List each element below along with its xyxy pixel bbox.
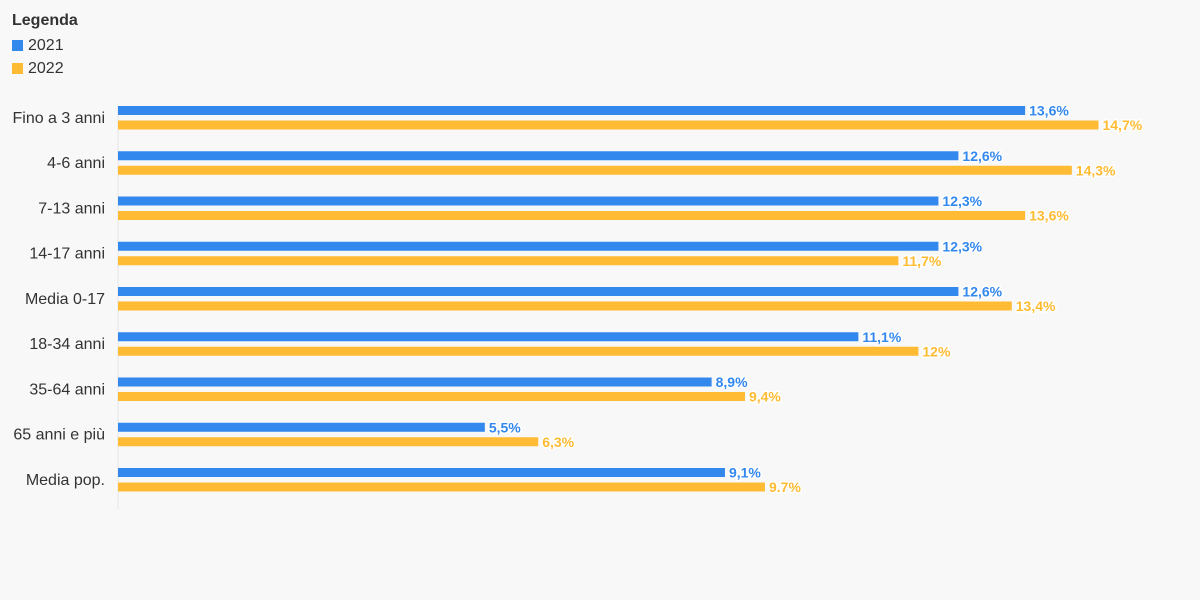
data-label-2022: 13,4%	[1016, 298, 1056, 314]
bar-2022	[118, 437, 539, 447]
bar-2022	[118, 482, 765, 492]
data-label-2021: 13,6%	[1029, 103, 1069, 119]
category-label: 14-17 anni	[29, 246, 105, 263]
bar-2022	[118, 301, 1012, 311]
legend-label-2021: 2021	[28, 36, 64, 54]
category-label: 18-34 anni	[29, 336, 105, 353]
legend-title: Legenda	[12, 12, 78, 29]
bar-2021	[118, 332, 859, 342]
data-label-2022: 14,3%	[1076, 162, 1116, 178]
bar-2022	[118, 165, 1072, 175]
bar-2021	[118, 241, 939, 251]
bar-2022	[118, 392, 745, 401]
legend-item-2022: 2022	[12, 57, 78, 80]
legend: Legenda 2021 2022	[12, 12, 78, 80]
data-label-2021: 9,1%	[729, 465, 761, 481]
data-label-2022: 11,7%	[902, 253, 941, 269]
bar-2022	[118, 346, 919, 356]
legend-swatch-2022	[12, 63, 23, 74]
data-label-2021: 11,1%	[862, 329, 901, 345]
data-label-2022: 9.7%	[769, 479, 801, 495]
legend-label-2022: 2022	[28, 59, 64, 77]
bar-2021	[118, 422, 485, 432]
legend-item-2021: 2021	[12, 34, 78, 57]
data-label-2022: 9,4%	[749, 389, 781, 405]
data-label-2022: 13,6%	[1029, 208, 1069, 224]
bar-2021	[118, 468, 725, 477]
data-label-2021: 5,5%	[489, 419, 521, 435]
bar-2022	[118, 211, 1026, 220]
data-label-2022: 6,3%	[542, 434, 574, 450]
bar-2022	[118, 120, 1099, 130]
data-label-2021: 12,3%	[942, 238, 982, 254]
data-label-2021: 8,9%	[716, 374, 748, 390]
bar-2021	[118, 377, 712, 387]
category-label: Fino a 3 anni	[12, 110, 105, 127]
legend-swatch-2021	[12, 40, 23, 51]
bar-2021	[118, 151, 959, 161]
category-label: Media pop.	[26, 472, 105, 489]
data-label-2021: 12,6%	[962, 284, 1002, 300]
data-label-2021: 12,3%	[942, 193, 982, 209]
data-label-2021: 12,6%	[962, 148, 1002, 164]
category-label: 65 anni e più	[13, 427, 105, 444]
bar-2021	[118, 287, 959, 296]
category-label: Media 0-17	[25, 291, 105, 308]
data-label-2022: 14,7%	[1102, 117, 1142, 133]
category-label: 7-13 anni	[38, 200, 105, 217]
data-label-2022: 12%	[922, 343, 951, 359]
bar-2021	[118, 196, 939, 206]
category-label: 4-6 anni	[47, 155, 105, 172]
bar-2021	[118, 106, 1026, 115]
bar-2022	[118, 256, 899, 266]
category-label: 35-64 anni	[29, 381, 105, 398]
